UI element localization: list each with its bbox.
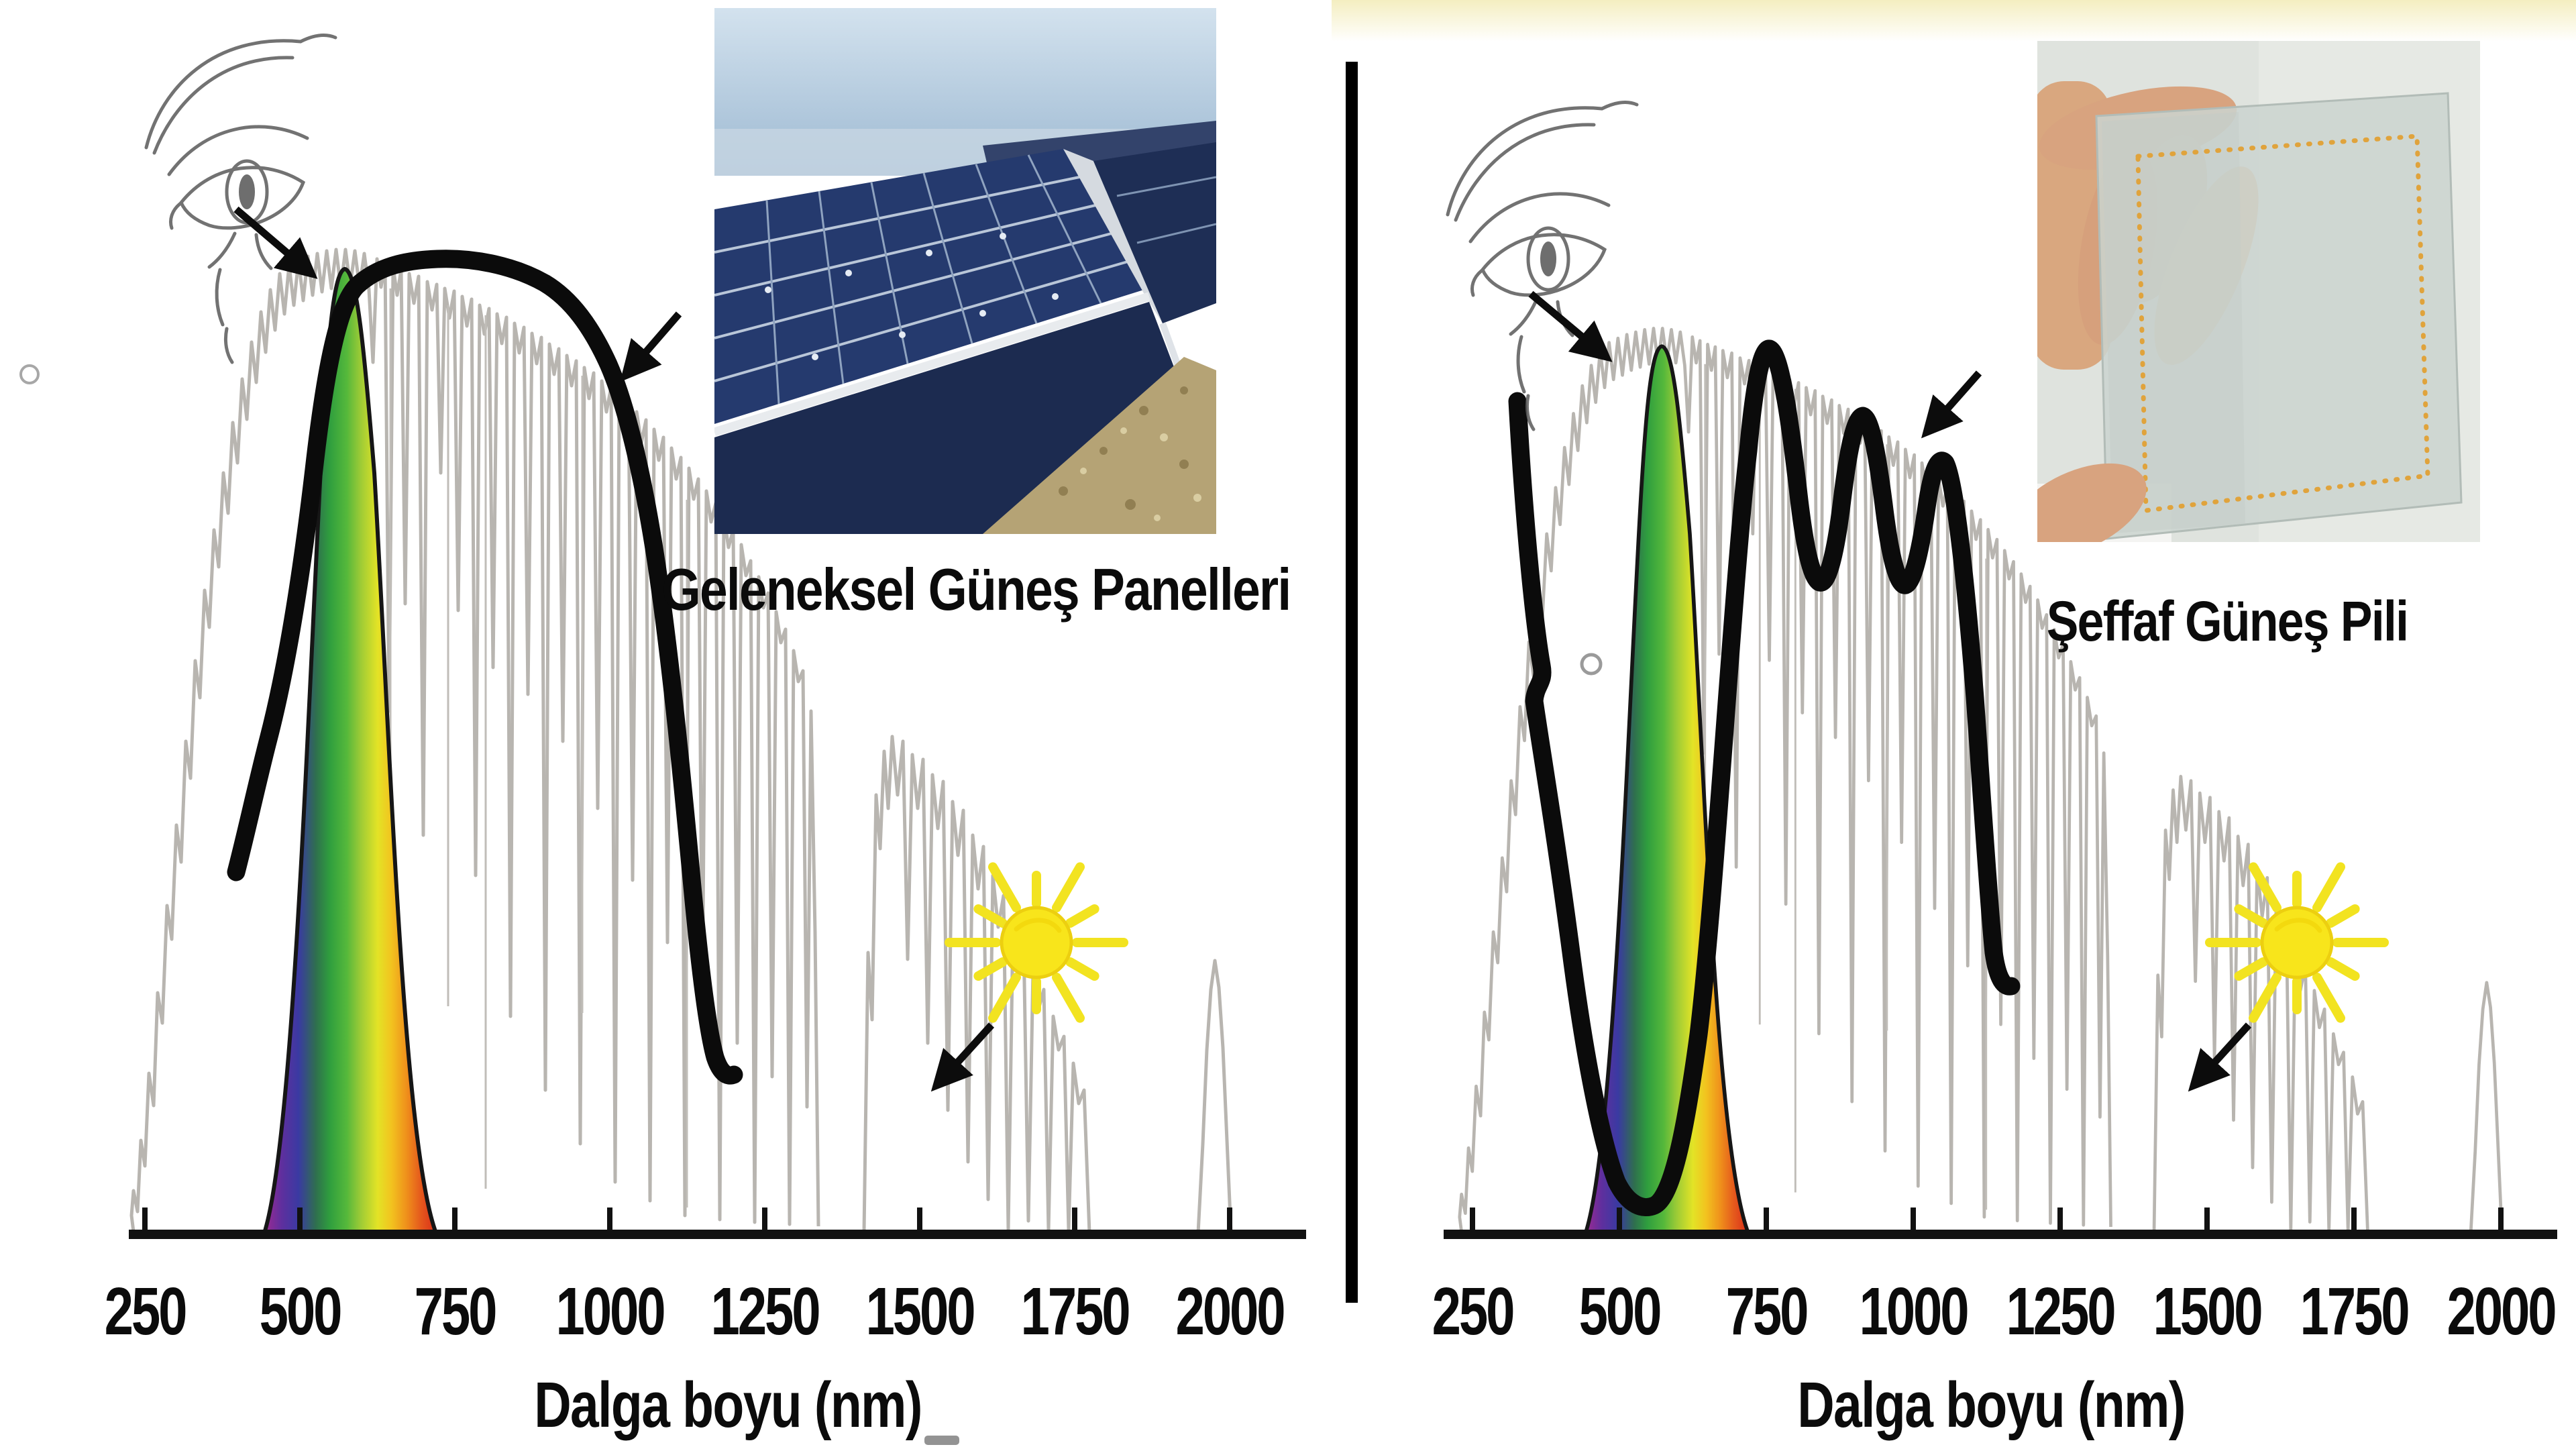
x-tick-label: 500 (1578, 1274, 1662, 1349)
bottom-smudge (924, 1436, 959, 1445)
x-tick-label: 1250 (2006, 1274, 2116, 1349)
cell-arrow-icon (1921, 370, 1982, 439)
solar-panel-array-photo (714, 8, 1216, 534)
x-tick-label: 2000 (2447, 1274, 2557, 1349)
traditional-panel-absorption-curve (227, 250, 743, 1085)
absorption-hairlines (389, 287, 688, 1209)
sun-icon (949, 867, 1124, 1018)
x-tick-label: 1500 (865, 1274, 975, 1349)
right-chart (1444, 41, 2557, 1239)
visible-light-rainbow-peak (264, 269, 436, 1233)
eye-sketch-icon (146, 36, 335, 362)
eye-arrow-icon (1528, 290, 1613, 362)
x-axis-line (129, 1230, 1306, 1239)
top-yellow-strip (1332, 0, 2576, 42)
x-tick-label: 1500 (2153, 1274, 2263, 1349)
x-tick-label: 500 (259, 1274, 343, 1349)
left-photo-caption: Geleneksel Güneş Panelleri (661, 556, 1291, 623)
panel-arrow-icon (620, 311, 682, 382)
x-tick-label: 2000 (1175, 1274, 1285, 1349)
sun-arrow-icon (2188, 1022, 2252, 1092)
x-axis-line (1444, 1230, 2557, 1239)
x-tick-label: 1000 (1859, 1274, 1969, 1349)
eye-sketch-icon (1448, 103, 1637, 429)
x-tick-label: 1250 (710, 1274, 820, 1349)
left-x-axis-label: Dalga boyu (nm) (534, 1369, 922, 1441)
x-tick-label: 1750 (1020, 1274, 1130, 1349)
transparent-cell-absorption-curve (1508, 339, 2021, 1217)
x-tick-label: 750 (414, 1274, 498, 1349)
right-photo-caption: Şeffaf Güneş Pili (2046, 590, 2409, 653)
eye-arrow-icon (233, 206, 318, 279)
left-chart (19, 8, 1306, 1239)
x-axis-ticks (142, 1208, 1232, 1232)
chart-divider (1346, 62, 1358, 1303)
stray-circle (1580, 653, 1603, 676)
right-x-axis-label: Dalga boyu (nm) (1797, 1369, 2186, 1441)
x-tick-label: 250 (1432, 1274, 1515, 1349)
x-tick-label: 1750 (2300, 1274, 2410, 1349)
x-tick-label: 750 (1725, 1274, 1809, 1349)
x-tick-label: 1000 (555, 1274, 665, 1349)
x-tick-label: 250 (104, 1274, 188, 1349)
stray-circle (19, 364, 40, 384)
sun-arrow-icon (930, 1022, 995, 1092)
x-axis-ticks (1470, 1208, 2504, 1232)
transparent-solar-cell-photo (2037, 41, 2480, 542)
